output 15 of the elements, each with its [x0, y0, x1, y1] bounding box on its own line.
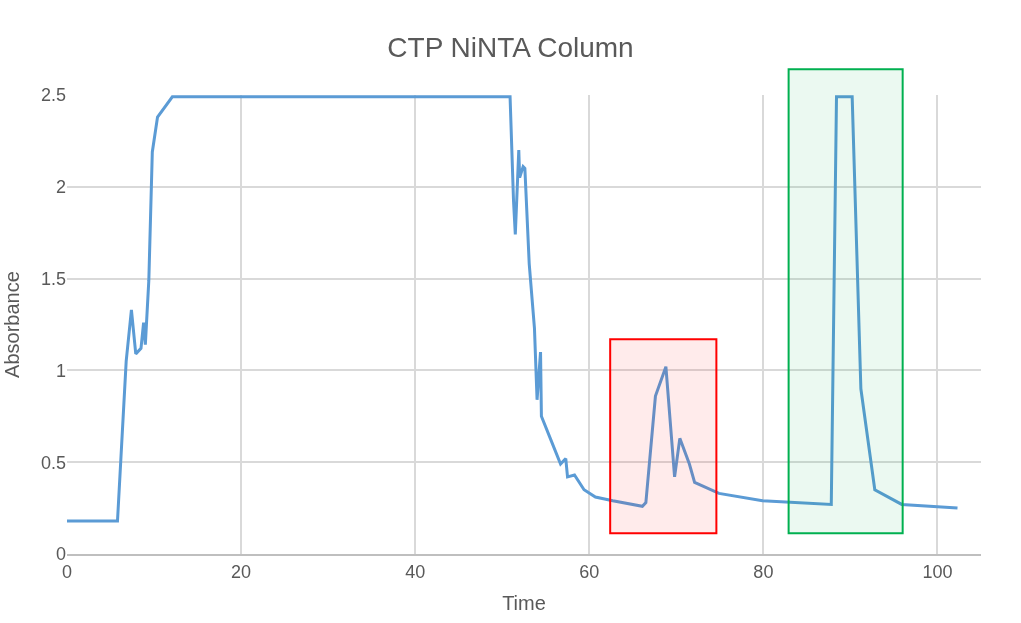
- x-tick-label: 80: [753, 561, 774, 582]
- y-tick-label: 0: [55, 544, 66, 565]
- x-tick-label: 100: [922, 561, 953, 582]
- y-tick-label: 1.5: [40, 268, 66, 289]
- x-tick-label: 20: [231, 561, 252, 582]
- y-axis-title: Absorbance: [1, 271, 24, 378]
- x-tick-label: 60: [579, 561, 600, 582]
- line-series: [67, 95, 959, 523]
- y-tick-label: 2: [55, 177, 66, 198]
- x-tick-label: 40: [405, 561, 426, 582]
- y-tick-label: 1: [55, 360, 66, 381]
- y-tick-label: 0.5: [40, 452, 66, 473]
- chart-title: CTP NiNTA Column: [387, 31, 634, 63]
- y-tick-label: 2.5: [40, 85, 66, 106]
- x-axis-title: Time: [502, 591, 546, 614]
